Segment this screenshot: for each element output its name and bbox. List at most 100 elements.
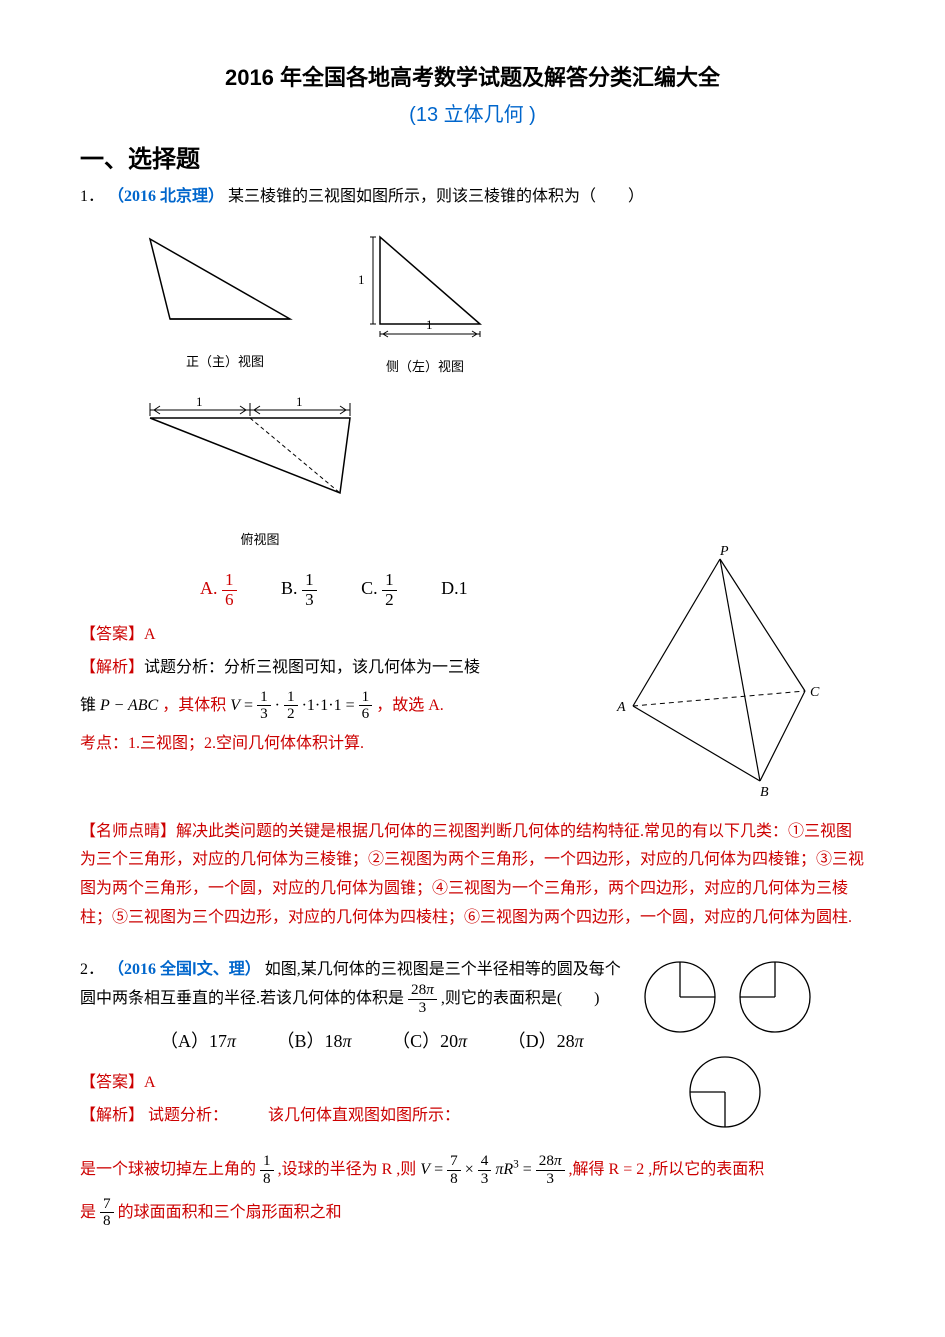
q2-block: 2． （2016 全国Ⅰ文、理） 如图,某几何体的三视图是三个半径相等的圆及每个… (80, 957, 865, 1230)
side-dim-h: 1 (426, 317, 433, 332)
opt-d: D.1 (441, 578, 468, 598)
f-prefix: 锥 (80, 697, 96, 714)
f-n3: 1 (359, 689, 373, 707)
front-view-block: 正（主）视图 (140, 229, 310, 377)
opt-a: A. 16 (200, 578, 241, 598)
q2-answer-val: A (144, 1074, 156, 1091)
q2-text-post: ,则它的表面积是( ) (441, 990, 600, 1007)
mingshi-text: 解决此类问题的关键是根据几何体的三视图判断几何体的结构特征.常见的有以下几类：①… (80, 823, 864, 926)
opt-b-label: B. (281, 578, 298, 598)
q2-opt-c: （C）20π (392, 1031, 467, 1051)
f2d: 8 (447, 1171, 461, 1188)
q2-opt-a: （A）17π (160, 1031, 236, 1051)
doc-subtitle: (13 立体几何 ) (80, 99, 865, 131)
opt-a-label: A. (200, 578, 218, 598)
q2-circles (635, 957, 825, 1146)
side-dim-v: 1 (358, 272, 365, 287)
f2n: 7 (447, 1153, 461, 1171)
q2-l3-pre: 是一个球被切掉左上角的 (80, 1161, 256, 1178)
label-a: A (616, 700, 626, 715)
opt-c: C. 12 (361, 578, 401, 598)
eq2: = (523, 1161, 536, 1178)
opt-a-num: 1 (222, 571, 237, 591)
q2-l4-pre: 是 (80, 1204, 96, 1221)
top-dim-1: 1 (196, 394, 203, 409)
f1n: 1 (260, 1153, 274, 1171)
side-view-caption: 侧（左）视图 (350, 357, 500, 378)
opt-d-label: D. (441, 578, 459, 598)
q1-answer-val: A (144, 626, 156, 643)
f-n1: 1 (257, 689, 271, 707)
q2-line3: 是一个球被切掉左上角的 18 ,设球的半径为 R ,则 V = 78 × 43 … (80, 1153, 865, 1187)
section-heading: 一、选择题 (80, 141, 865, 179)
piR: πR (495, 1161, 513, 1178)
f-eq: = (244, 697, 257, 714)
vol-den: 3 (408, 1000, 437, 1017)
q1-answer-label: 【答案】 (80, 626, 144, 643)
top-dim-2: 1 (296, 394, 303, 409)
opt-d-val: 1 (459, 578, 468, 598)
front-view-svg (140, 229, 310, 339)
opt-b: B. 13 (281, 578, 321, 598)
q1-mingshi: 【名师点晴】解决此类问题的关键是根据几何体的三视图判断几何体的结构特征.常见的有… (80, 818, 865, 933)
opt-c-den: 2 (382, 591, 397, 610)
q2-line4: 是 78 的球面面积和三个扇形面积之和 (80, 1196, 865, 1230)
q1-number: 1． (80, 188, 104, 205)
opt-c-num: 1 (382, 571, 397, 591)
exp3: 3 (513, 1159, 519, 1171)
q2-l3-m1: ,设球的半径为 R ,则 (278, 1161, 421, 1178)
q2-answer-label: 【答案】 (80, 1074, 144, 1091)
f4d: 3 (536, 1171, 565, 1188)
q1-source: （2016 北京理） (108, 188, 224, 205)
q2-opt-d: （D）28π (508, 1031, 584, 1051)
opt-c-label: C. (361, 578, 378, 598)
q1-line: 1． （2016 北京理） 某三棱锥的三视图如图所示，则该三棱锥的体积为（ ） (80, 184, 865, 210)
opt-b-den: 3 (302, 591, 317, 610)
front-view-caption: 正（主）视图 (140, 352, 310, 373)
opt-a-den: 6 (222, 591, 237, 610)
q2-l3-m2: ,解得 R = 2 ,所以它的表面积 (569, 1161, 765, 1178)
f3n: 4 (478, 1153, 492, 1171)
q2-V: V (420, 1161, 430, 1178)
f-d2: 2 (284, 706, 298, 723)
f-mid: ，其体积 (162, 697, 226, 714)
label-c: C (810, 685, 820, 700)
q2-l4-post: 的球面面积和三个扇形面积之和 (118, 1204, 342, 1221)
f5d: 8 (100, 1213, 114, 1230)
top-view-block: 1 1 俯视图 (140, 388, 380, 551)
q2-opt-b: （B）18π (277, 1031, 352, 1051)
times1: × (465, 1161, 478, 1178)
top-view-caption: 俯视图 (140, 530, 380, 551)
label-p: P (719, 544, 729, 559)
kaodian-text: 1.三视图；2.空间几何体体积计算. (128, 735, 364, 752)
q2-analysis-label: 【解析】 (80, 1107, 144, 1124)
pyramid-svg: P A C B (615, 541, 825, 801)
f-d3: 6 (359, 706, 373, 723)
q1-analysis-text1: 试题分析：分析三视图可知，该几何体为一三棱 (144, 659, 480, 676)
q1-views-row2: 1 1 俯视图 (140, 388, 865, 551)
f1d: 8 (260, 1171, 274, 1188)
kaodian-label: 考点： (80, 735, 128, 752)
vol-num: 28π (408, 982, 437, 1000)
f-ones: ·1·1·1 = (302, 697, 359, 714)
pyramid-diagram: P A C B (615, 541, 825, 810)
side-view-block: 1 1 侧（左）视图 (350, 229, 500, 377)
side-view-svg: 1 1 (350, 229, 500, 344)
f-pabc: P − ABC (100, 697, 158, 714)
q2-source: （2016 全国Ⅰ文、理） (108, 961, 261, 978)
q1-views-row1: 正（主）视图 1 1 侧（左）视图 (140, 229, 865, 377)
opt-b-num: 1 (302, 571, 317, 591)
f5n: 7 (100, 1196, 114, 1214)
f3d: 3 (478, 1171, 492, 1188)
f-n2: 1 (284, 689, 298, 707)
f-v: V (230, 697, 240, 714)
q1-analysis-label: 【解析】 (80, 659, 144, 676)
f4n: 28π (536, 1153, 565, 1171)
circles-svg (635, 957, 825, 1137)
f-d1: 3 (257, 706, 271, 723)
q2-analysis-text: 试题分析： 该几何体直观图如图所示： (148, 1107, 460, 1124)
q2-eq: = (434, 1161, 447, 1178)
mingshi-label: 【名师点晴】 (80, 823, 176, 840)
doc-title: 2016 年全国各地高考数学试题及解答分类汇编大全 (80, 60, 865, 95)
q2-number: 2． (80, 961, 104, 978)
